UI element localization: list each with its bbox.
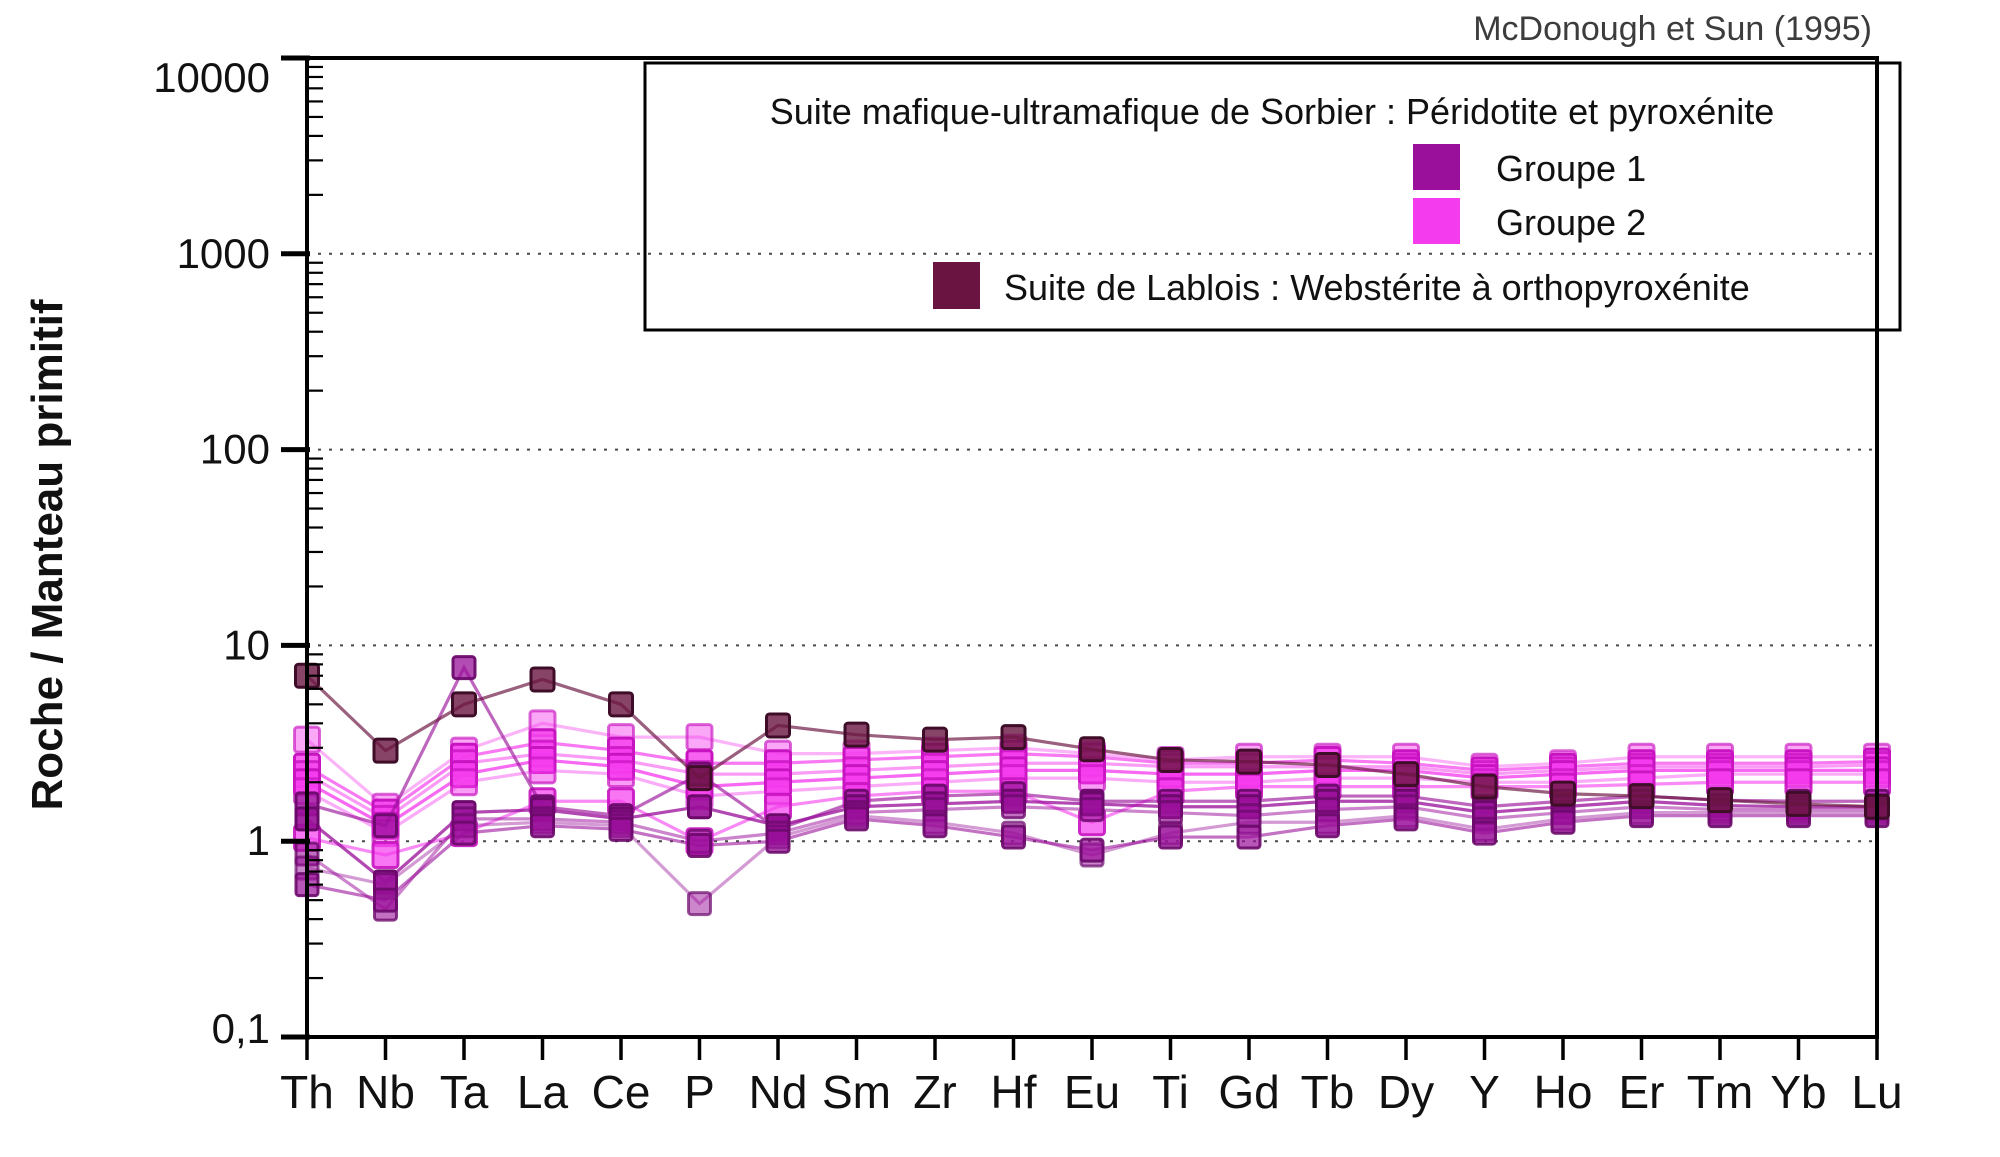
x-tick-label: Tb [1301,1066,1355,1118]
data-point-marker [1707,787,1733,814]
data-point-marker [528,756,557,785]
data-point-marker [1079,736,1105,763]
data-point-marker [1157,746,1184,773]
data-point-marker [1393,806,1419,832]
legend-swatch-groupe-1 [1413,144,1460,190]
data-point-marker [1236,748,1262,775]
x-tick-label: Nb [356,1066,415,1118]
data-point-marker [765,828,791,854]
data-point-marker [922,726,948,753]
data-point-marker [1550,780,1576,807]
data-point-marker [687,794,712,820]
data-point-marker [687,891,712,917]
data-point-marker [843,721,870,748]
data-point-marker [1001,794,1026,820]
normalization-credit: McDonough et Sun (1995) [1473,10,1872,48]
data-point-marker [451,655,477,681]
y-tick-label: 0,1 [212,1005,270,1052]
data-point-marker [1314,752,1341,779]
x-tick-label: Eu [1064,1066,1120,1118]
x-tick-label: Y [1469,1066,1500,1118]
legend: Suite mafique-ultramafique de Sorbier : … [643,61,1902,332]
data-point-marker [1236,824,1262,850]
x-tick-label: Lu [1851,1066,1902,1118]
data-point-marker [1079,797,1105,823]
data-point-marker [372,737,399,764]
data-point-marker [451,691,477,718]
x-tick-label: Ta [440,1066,489,1118]
data-point-marker [1628,783,1655,810]
legend-title: Suite mafique-ultramafique de Sorbier : … [770,91,1775,132]
x-tick-label: Hf [991,1066,1037,1118]
x-tick-label: Ce [592,1066,651,1118]
data-point-marker [1550,809,1576,835]
data-point-marker [1158,800,1183,826]
data-point-marker [1079,837,1105,863]
data-point-marker [1785,790,1812,817]
data-point-marker [687,833,712,859]
data-point-marker [450,768,478,797]
legend-swatch-lablois [933,262,980,309]
x-tick-label: Nd [749,1066,808,1118]
x-tick-label: Tm [1687,1066,1753,1118]
data-point-marker [1315,813,1340,839]
data-point-marker [1000,724,1027,751]
data-point-marker [1471,773,1498,800]
data-point-marker [1078,764,1106,793]
tick-labels: 10000 1000 100 10 1 0,1Th Nb Ta La Ce P Nd Sm Zr Hf Eu T… [153,54,1902,1118]
legend-box [643,61,1902,332]
x-tick-label: Yb [1770,1066,1826,1118]
x-tick-label: Sm [822,1066,891,1118]
data-point-marker [844,806,869,832]
x-tick-label: Dy [1378,1066,1434,1118]
x-tick-label: Zr [913,1066,956,1118]
x-tick-label: Ti [1152,1066,1189,1118]
y-tick-label: 10 [223,621,270,668]
y-tick-label: 1 [247,817,270,864]
data-point-marker [451,820,477,846]
x-tick-label: Th [280,1066,334,1118]
data-point-marker [607,760,635,789]
x-tick-label: La [517,1066,569,1118]
legend-label-groupe-2: Groupe 2 [1496,202,1646,243]
data-point-marker [529,666,556,693]
data-point-marker [530,813,555,839]
y-axis-title: Roche / Manteau primitif [23,299,72,810]
legend-label-lablois: Suite de Lablois : Webstérite à orthopyr… [1004,267,1750,308]
data-point-marker [608,816,634,842]
x-tick-label: Er [1619,1066,1665,1118]
data-point-marker [765,712,791,739]
data-point-marker [1001,824,1026,850]
data-point-marker [1158,824,1183,850]
y-tick-label: 1000 [177,230,270,277]
plot-frame [305,56,1879,1039]
x-tick-label: Gd [1218,1066,1279,1118]
data-point-marker [685,723,714,752]
legend-swatch-groupe-2 [1413,198,1460,244]
data-point-marker [608,691,634,718]
data-series [293,655,1891,922]
data-point-marker [371,841,400,870]
data-point-marker [373,813,398,839]
data-point-marker [922,813,948,839]
y-tick-label: 10000 [153,54,270,101]
x-tick-label: P [684,1066,715,1118]
data-point-marker [1393,761,1419,788]
axes [281,55,1879,1060]
data-point-marker [1472,820,1497,846]
x-tick-label: Ho [1534,1066,1593,1118]
data-point-marker [686,765,713,792]
legend-label-groupe-1: Groupe 1 [1496,148,1646,189]
y-tick-label: 100 [200,426,270,473]
data-point-marker [373,887,398,913]
